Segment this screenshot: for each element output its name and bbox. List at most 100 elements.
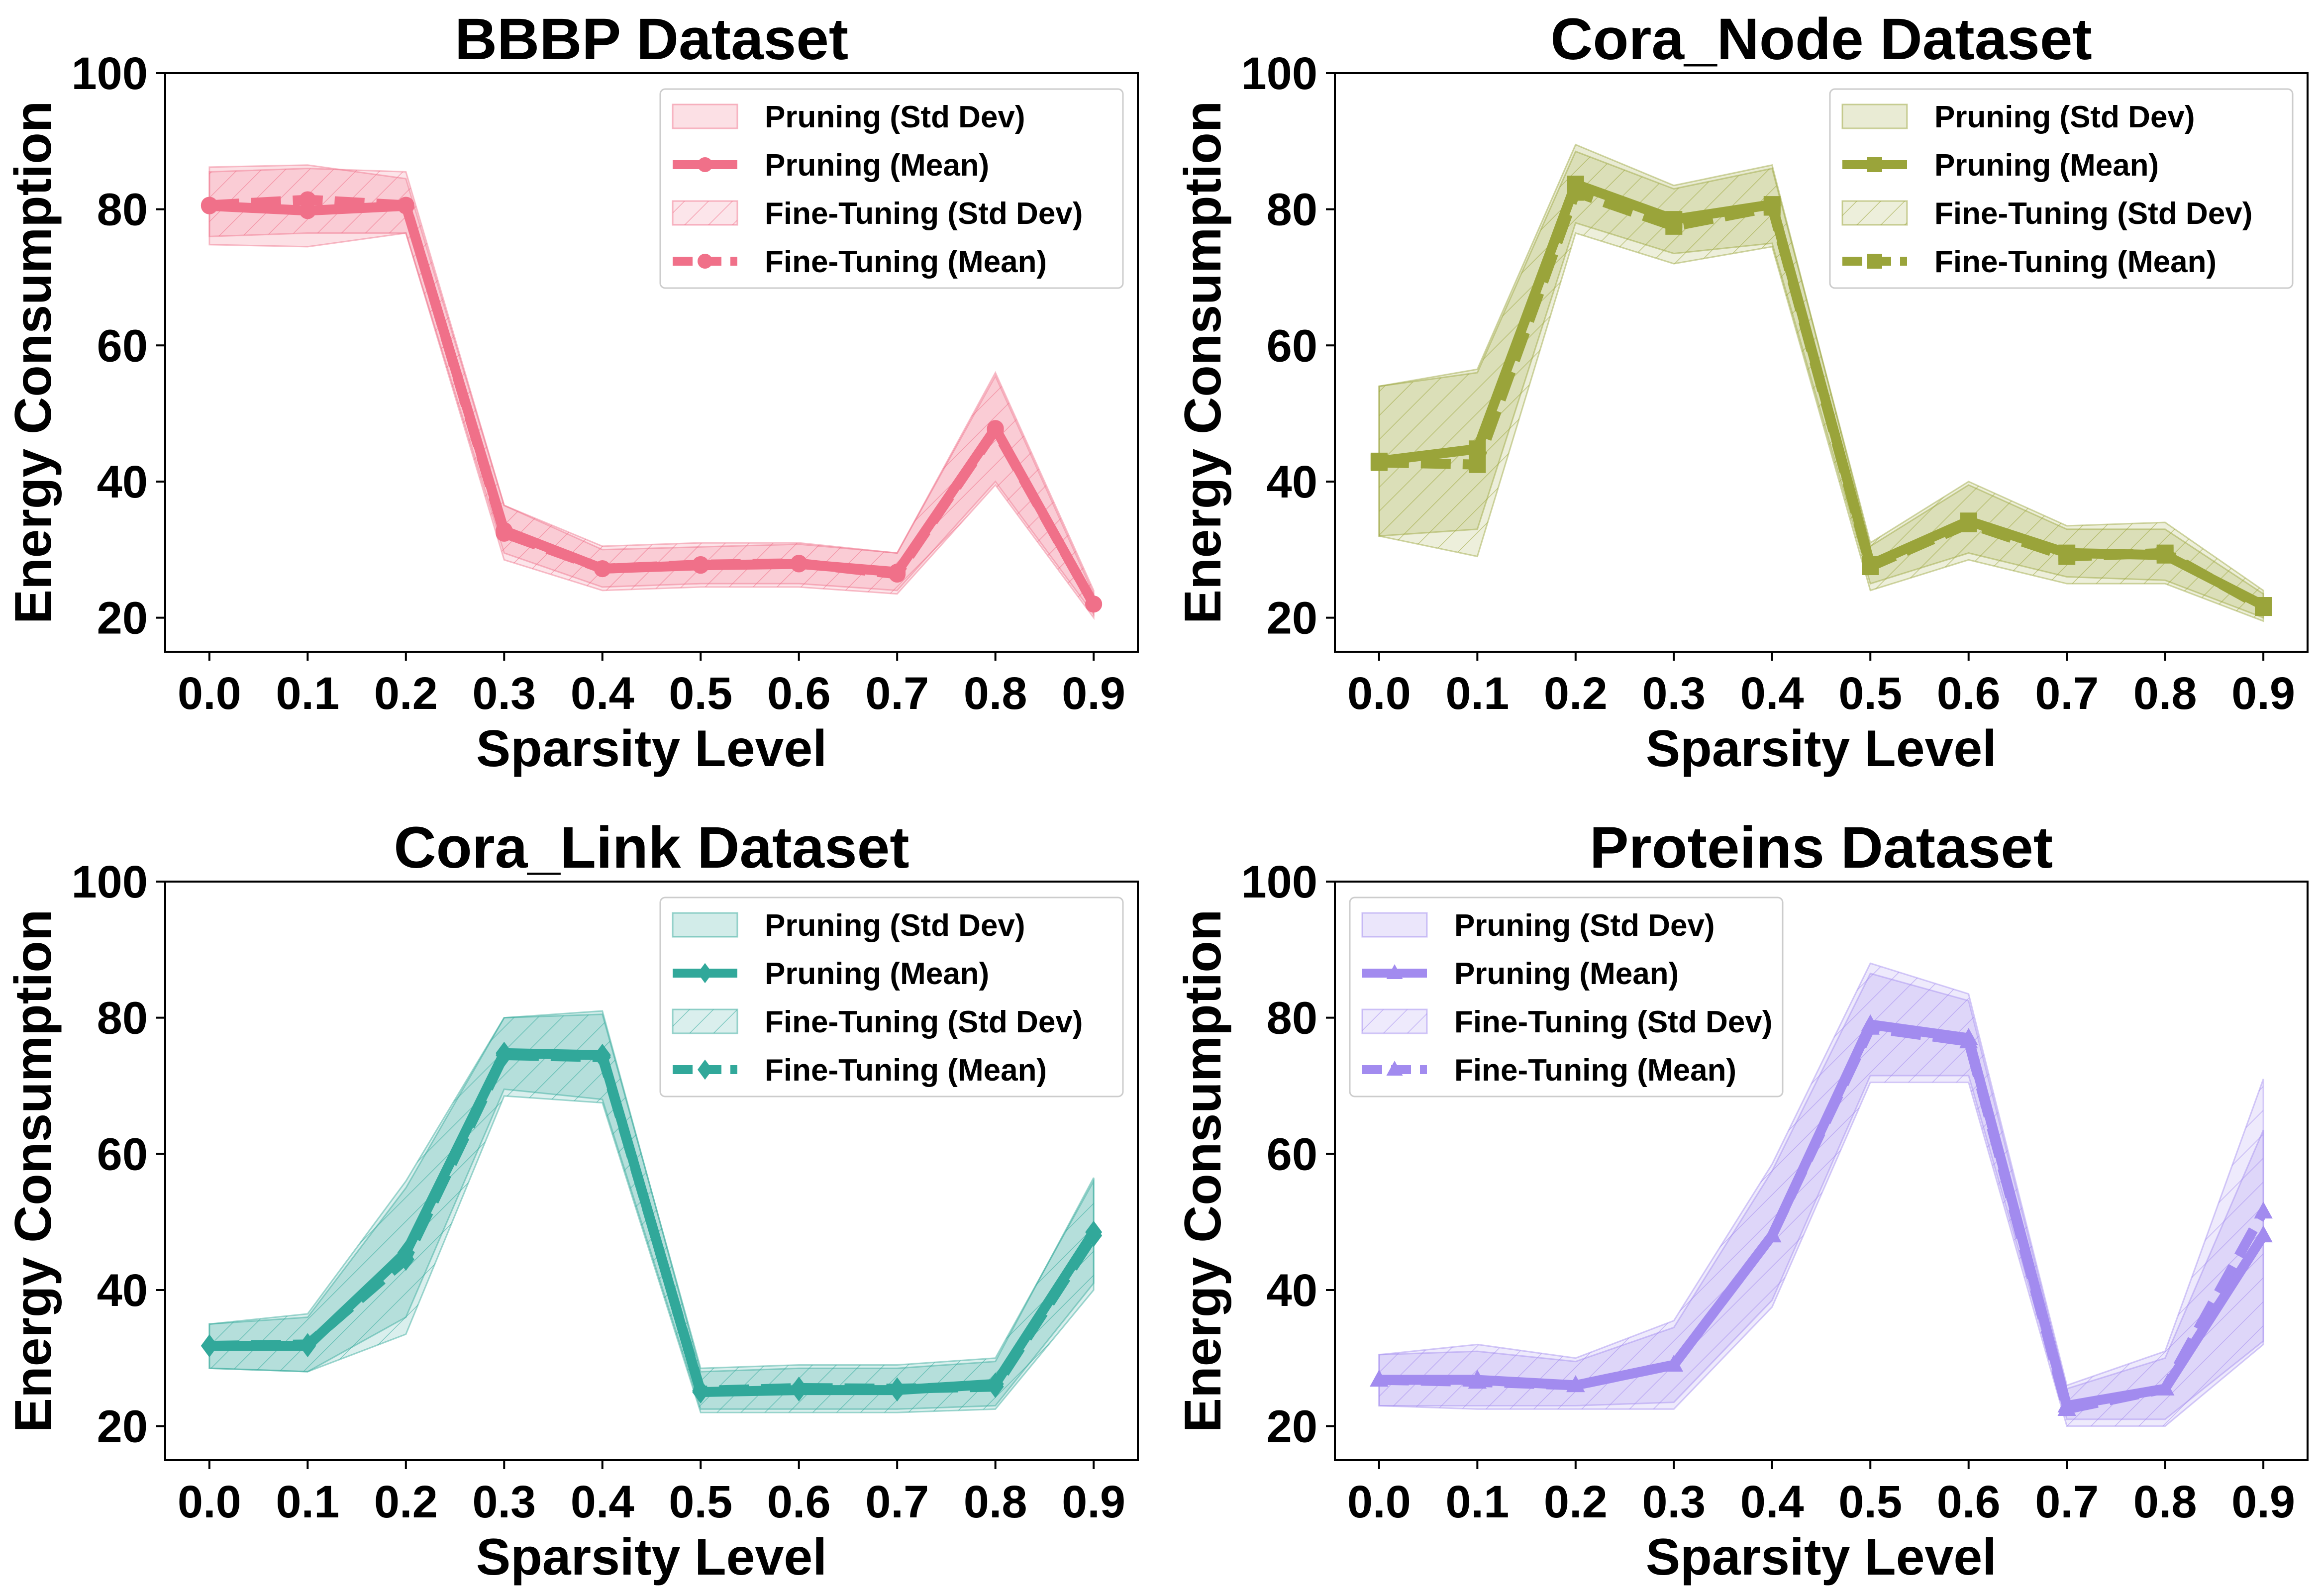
ticks: 0.0 0.1 0.2 0.3 0.4 0.5 0.6 0.7 0.8 0.9 20 40 60 80 10… [72, 48, 1126, 719]
y-tick-label: 40 [97, 1265, 148, 1316]
plot-area: 0.0 0.1 0.2 0.3 0.4 0.5 0.6 0.7 0.8 0.9 20 40 60 80 10… [1241, 48, 2309, 719]
legend-label: Pruning (Std Dev) [765, 100, 1025, 134]
data-point [698, 1059, 712, 1080]
y-tick-label: 60 [97, 320, 148, 371]
x-tick-label: 0.8 [964, 668, 1027, 719]
legend-box [659, 88, 1124, 289]
y-axis-label: Energy Consumption [1174, 101, 1232, 624]
panel-bbbp: 0.0 0.1 0.2 0.3 0.4 0.5 0.6 0.7 0.8 0.9 20 40 60 80 10… [4, 6, 1139, 778]
legend-label: Pruning (Mean) [765, 957, 989, 991]
data-point [1386, 1061, 1403, 1076]
data-point [698, 254, 712, 269]
x-axis-label: Sparsity Level [476, 1528, 827, 1586]
x-tick-label: 0.9 [2231, 668, 2295, 719]
legend [659, 88, 1124, 289]
x-tick-label: 0.1 [276, 668, 339, 719]
data-point [1959, 1031, 1978, 1049]
data-point [1763, 1225, 1782, 1243]
x-tick-label: 0.8 [2133, 1477, 2197, 1527]
y-tick-label: 80 [97, 993, 148, 1044]
legend-box [1349, 897, 1784, 1097]
x-tick-label: 0.3 [472, 1477, 536, 1527]
data-point [889, 566, 906, 583]
y-tick-label: 60 [97, 1129, 148, 1180]
data-point [397, 197, 414, 214]
y-tick-label: 100 [1241, 857, 1318, 907]
chart-title: Cora_Node Dataset [1550, 6, 2092, 72]
data-point [698, 963, 712, 984]
chart-title: Cora_Link Dataset [394, 815, 909, 881]
legend-label: Pruning (Std Dev) [765, 908, 1025, 943]
legend [659, 897, 1124, 1097]
x-tick-label: 0.7 [2035, 1477, 2099, 1527]
chart-title: BBBP Dataset [455, 6, 848, 72]
data-point [1960, 515, 1977, 532]
x-tick-label: 0.3 [1642, 1477, 1706, 1527]
x-tick-label: 0.4 [571, 1477, 634, 1527]
series-fine-tuning-mean [1370, 184, 2272, 616]
data-point [1370, 454, 1388, 471]
x-axis-label: Sparsity Level [1646, 720, 1997, 778]
legend-label: Fine-Tuning (Std Dev) [765, 197, 1083, 231]
data-point [1468, 1372, 1487, 1389]
x-tick-label: 0.1 [1445, 668, 1509, 719]
data-point [397, 1248, 414, 1271]
x-tick-label: 0.9 [1062, 668, 1125, 719]
data-point [1665, 217, 1683, 235]
data-point [2254, 1225, 2273, 1243]
x-tick-label: 0.8 [2133, 668, 2197, 719]
legend-label: Pruning (Mean) [1934, 148, 2159, 183]
x-tick-label: 0.9 [2231, 1477, 2295, 1527]
data-point [2057, 1398, 2076, 1416]
legend-label: Fine-Tuning (Mean) [765, 1053, 1047, 1088]
data-point [2156, 544, 2174, 562]
x-tick-label: 0.0 [178, 668, 241, 719]
data-point [1861, 1017, 1880, 1035]
x-axis-label: Sparsity Level [1646, 1528, 1997, 1586]
legend-label: Fine-Tuning (Std Dev) [1934, 197, 2252, 231]
legend-label: Pruning (Mean) [1454, 957, 1679, 991]
data-point [201, 1334, 218, 1358]
data-point [1862, 558, 1879, 575]
y-tick-label: 40 [1267, 1265, 1317, 1316]
legend-swatch [1841, 103, 1908, 129]
legend-swatch [672, 912, 738, 938]
x-tick-label: 0.2 [374, 1477, 438, 1527]
y-axis-label: Energy Consumption [1174, 909, 1232, 1433]
data-point [2254, 1201, 2273, 1219]
data-point [2255, 599, 2272, 616]
plot-area: 0.0 0.1 0.2 0.3 0.4 0.5 0.6 0.7 0.8 0.9 20 40 60 80 10… [1241, 857, 2309, 1527]
y-tick-label: 60 [1267, 1129, 1317, 1180]
y-tick-label: 60 [1267, 320, 1317, 371]
x-tick-label: 0.4 [571, 668, 634, 719]
x-tick-label: 0.6 [1937, 1477, 2001, 1527]
data-point [1370, 1370, 1389, 1387]
x-tick-label: 0.6 [767, 668, 831, 719]
legend-swatch [672, 103, 738, 129]
y-tick-label: 100 [1241, 48, 1318, 99]
data-point [299, 1333, 316, 1356]
x-tick-label: 0.8 [964, 1477, 1027, 1527]
data-point [1567, 184, 1584, 201]
data-point [201, 197, 218, 214]
x-tick-label: 0.3 [472, 668, 536, 719]
legend-label: Pruning (Std Dev) [1454, 908, 1715, 943]
data-point [692, 1379, 709, 1402]
legend-swatch [672, 200, 738, 226]
legend-box [1829, 88, 2294, 289]
series-line [209, 195, 1098, 607]
ticks: 0.0 0.1 0.2 0.3 0.4 0.5 0.6 0.7 0.8 0.9 20 40 60 80 10… [1241, 857, 2296, 1527]
y-tick-label: 80 [1267, 185, 1317, 235]
x-tick-label: 0.6 [1937, 668, 2001, 719]
legend-swatch [1841, 200, 1908, 226]
data-point [594, 1046, 611, 1069]
data-point [698, 157, 712, 172]
y-tick-label: 100 [72, 48, 148, 99]
axes-frame [164, 881, 1139, 1461]
axes-frame [1334, 881, 2309, 1461]
x-tick-label: 0.7 [865, 668, 929, 719]
legend-label: Fine-Tuning (Mean) [1454, 1053, 1736, 1088]
panel-cora-link: 0.0 0.1 0.2 0.3 0.4 0.5 0.6 0.7 0.8 0.9 20 40 60 80 10… [4, 815, 1139, 1586]
data-point [1566, 1375, 1585, 1393]
